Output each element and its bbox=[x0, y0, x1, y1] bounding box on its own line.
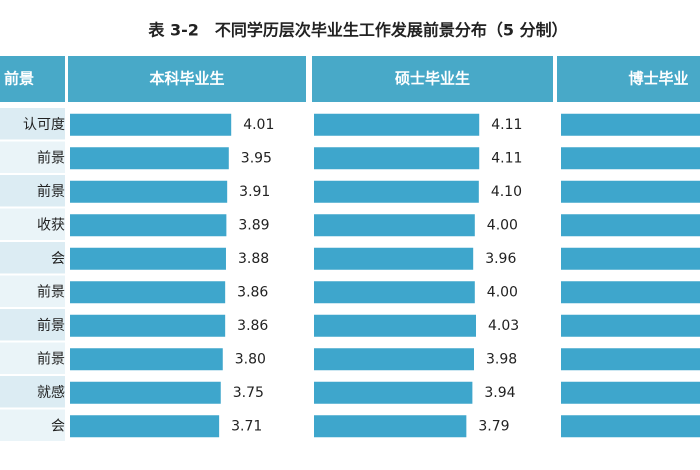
value-label: 3.79 bbox=[478, 418, 509, 434]
bar bbox=[70, 214, 227, 237]
value-label: 3.75 bbox=[233, 385, 264, 401]
value-label: 3.95 bbox=[241, 150, 272, 166]
row-label-cell bbox=[0, 275, 65, 307]
bar-decoration bbox=[561, 348, 700, 371]
value-label: 3.88 bbox=[238, 251, 269, 267]
bar bbox=[70, 113, 232, 136]
bar-decoration bbox=[561, 247, 700, 270]
bar-decoration bbox=[561, 415, 700, 438]
value-label: 3.96 bbox=[485, 251, 516, 267]
row-label: 认可度 bbox=[23, 117, 65, 133]
bar bbox=[314, 381, 473, 404]
bar bbox=[314, 180, 479, 203]
bar bbox=[314, 214, 475, 237]
row-label-cell bbox=[0, 309, 65, 341]
value-label: 3.89 bbox=[238, 217, 269, 233]
row-label: 前景 bbox=[37, 350, 65, 367]
bar bbox=[70, 281, 226, 304]
bar bbox=[70, 314, 226, 337]
bar bbox=[314, 281, 475, 304]
value-label: 4.01 bbox=[243, 117, 274, 133]
value-label: 3.86 bbox=[237, 318, 268, 334]
header-text: 前景 bbox=[4, 70, 34, 88]
row-label-cell bbox=[0, 175, 65, 207]
header-cell bbox=[68, 56, 306, 102]
bar-decoration bbox=[561, 113, 700, 136]
row-label: 会 bbox=[51, 251, 65, 267]
value-label: 4.03 bbox=[488, 318, 519, 334]
header-cell bbox=[0, 56, 65, 102]
value-label: 3.80 bbox=[235, 351, 266, 367]
header-text: 硕士毕业生 bbox=[395, 70, 470, 88]
row-label-cell bbox=[0, 108, 65, 140]
value-label: 3.71 bbox=[231, 418, 262, 434]
value-label: 3.94 bbox=[484, 385, 515, 401]
row-label-cell bbox=[0, 376, 65, 408]
bar bbox=[70, 348, 223, 371]
header-text: 博士毕业 bbox=[628, 70, 688, 88]
bar bbox=[70, 247, 226, 270]
row-label-cell bbox=[0, 242, 65, 274]
title: 表 3-2 不同学历层次毕业生工作发展前景分布（5 分制） bbox=[147, 21, 567, 40]
row-label: 会 bbox=[51, 418, 65, 434]
bar bbox=[314, 147, 480, 170]
value-label: 4.00 bbox=[487, 284, 518, 300]
bar bbox=[314, 314, 477, 337]
value-label: 3.91 bbox=[239, 184, 270, 200]
bar bbox=[70, 180, 228, 203]
header-text: 本科毕业生 bbox=[149, 70, 224, 88]
header-cell bbox=[312, 56, 553, 102]
bar bbox=[70, 147, 229, 170]
value-label: 4.00 bbox=[487, 217, 518, 233]
row-label: 前景 bbox=[37, 283, 65, 300]
row-label-cell bbox=[0, 409, 65, 441]
header-cell bbox=[557, 56, 700, 102]
bar-decoration bbox=[561, 281, 700, 304]
row-label: 前景 bbox=[37, 183, 65, 200]
row-label: 收获 bbox=[37, 217, 65, 233]
bar bbox=[314, 247, 474, 270]
row-label: 就感 bbox=[37, 384, 65, 401]
bar bbox=[314, 415, 467, 438]
bar-decoration bbox=[561, 214, 700, 237]
bar-decoration bbox=[561, 381, 700, 404]
bar-decoration bbox=[561, 147, 700, 170]
value-label: 4.10 bbox=[491, 184, 522, 200]
bar-decoration bbox=[561, 180, 700, 203]
bar bbox=[314, 113, 480, 136]
value-label: 4.11 bbox=[491, 117, 522, 133]
row-label: 前景 bbox=[37, 149, 65, 166]
row-label: 前景 bbox=[37, 317, 65, 334]
bar-decoration bbox=[561, 314, 700, 337]
row-label-cell bbox=[0, 342, 65, 374]
bar bbox=[314, 348, 474, 371]
value-label: 4.11 bbox=[491, 150, 522, 166]
row-label-cell bbox=[0, 141, 65, 173]
value-label: 3.98 bbox=[486, 351, 517, 367]
bar bbox=[70, 381, 221, 404]
row-label-cell bbox=[0, 208, 65, 240]
value-label: 3.86 bbox=[237, 284, 268, 300]
bar bbox=[70, 415, 220, 438]
